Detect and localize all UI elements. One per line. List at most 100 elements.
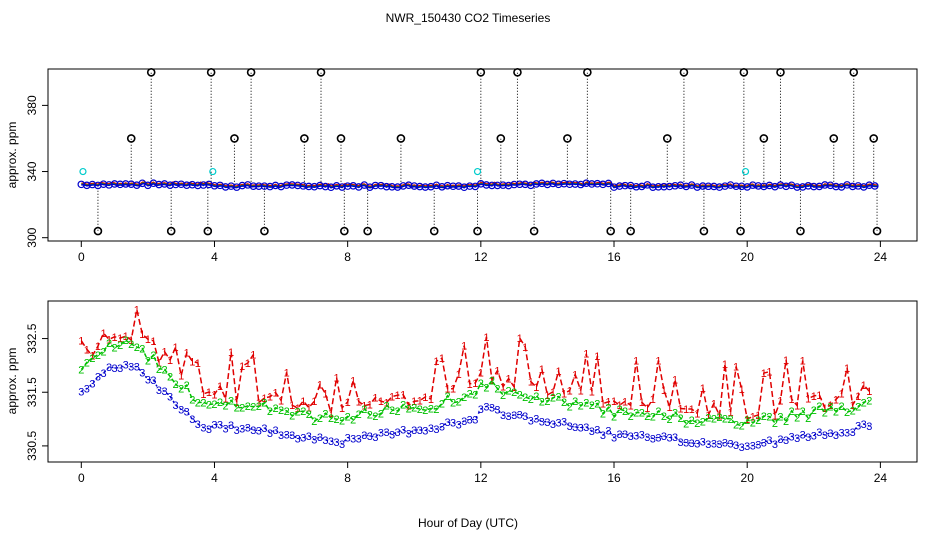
bottom-point-1: 1 [628,400,634,412]
bottom-point-2: 2 [772,418,778,430]
top-flag-point [260,226,269,236]
bottom-point-1: 1 [850,400,856,412]
top-flag-point [496,134,506,143]
bottom-point-3: 3 [500,410,506,422]
bottom-point-3: 3 [406,429,412,441]
bottom-point-1: 1 [406,400,412,412]
bottom-ylabel: approx. ppm [5,348,19,415]
top-main-point [776,181,785,189]
bottom-point-2: 2 [506,386,512,398]
bottom-point-1: 1 [622,396,628,408]
bottom-point-3: 3 [211,420,217,432]
bottom-point-2: 2 [794,412,800,424]
bottom-point-3: 3 [284,430,290,442]
bottom-point-2: 2 [167,371,173,383]
top-main-point [710,182,718,191]
bottom-point-2: 2 [750,417,756,429]
bottom-ytick-label-1: 331.5 [25,377,39,407]
bottom-point-3: 3 [222,423,228,435]
bottom-point-2: 2 [444,391,450,403]
bottom-point-1: 1 [511,382,517,394]
top-main-point [854,182,862,190]
bottom-point-1: 1 [861,380,867,392]
top-flag-point [699,226,709,236]
bottom-point-3: 3 [650,433,656,445]
bottom-point-1: 1 [317,380,323,392]
bottom-point-3: 3 [450,418,456,430]
bottom-point-3: 3 [100,368,106,380]
bottom-point-3: 3 [639,430,645,442]
bottom-point-1: 1 [716,410,722,422]
top-main-point [804,181,813,190]
bottom-point-1: 1 [245,358,251,370]
top-flag-point [739,68,749,77]
bottom-point-1: 1 [528,377,534,389]
top-main-point [293,181,302,190]
bottom-xtick-label-6: 24 [874,471,888,485]
bottom-point-2: 2 [833,406,839,418]
bottom-point-2: 2 [844,407,850,419]
bottom-point-1: 1 [289,400,295,412]
bottom-point-3: 3 [666,433,672,445]
bottom-point-2: 2 [389,405,395,417]
bottom-point-2: 2 [694,418,700,430]
bottom-point-1: 1 [123,331,129,343]
bottom-xtick-label-2: 8 [344,471,351,485]
bottom-point-2: 2 [411,403,417,415]
bottom-point-3: 3 [483,401,489,413]
bottom-point-3: 3 [139,368,145,380]
top-main-point [671,181,679,190]
bottom-point-1: 1 [439,353,445,365]
bottom-point-1: 1 [228,347,234,359]
bottom-point-1: 1 [639,397,645,409]
bottom-point-3: 3 [195,419,201,431]
top-main-point [543,180,552,189]
top-flag-point [203,226,213,236]
bottom-point-3: 3 [567,421,573,433]
bottom-point-1: 1 [367,399,373,411]
bottom-point-1: 1 [633,356,639,368]
bottom-point-1: 1 [594,351,600,363]
bottom-point-1: 1 [78,336,84,348]
bottom-point-3: 3 [750,441,756,453]
top-cyan-point [79,167,87,176]
bottom-point-3: 3 [206,424,212,436]
bottom-point-3: 3 [84,384,90,396]
bottom-point-1: 1 [428,394,434,406]
bottom-point-2: 2 [755,415,761,427]
top-main-point [321,182,330,191]
bottom-point-2: 2 [372,411,378,423]
bottom-point-1: 1 [95,341,101,353]
bottom-point-2: 2 [483,383,489,395]
bottom-point-3: 3 [472,414,478,426]
bottom-point-1: 1 [666,402,672,414]
top-flag-point [246,68,256,77]
bottom-point-3: 3 [456,419,462,431]
bottom-point-1: 1 [211,389,217,401]
top-main-point [299,182,308,190]
bottom-point-3: 3 [150,375,156,387]
bottom-point-3: 3 [633,431,639,443]
bottom-point-3: 3 [411,425,417,437]
bottom-point-2: 2 [422,405,428,417]
bottom-point-1: 1 [128,335,134,347]
bottom-point-1: 1 [222,394,228,406]
bottom-point-3: 3 [95,371,101,383]
bottom-point-2: 2 [417,404,423,416]
bottom-point-1: 1 [506,374,512,386]
bottom-point-3: 3 [417,425,423,437]
bottom-point-2: 2 [206,400,212,412]
top-main-point [243,181,252,189]
bottom-point-3: 3 [328,436,334,448]
bottom-point-3: 3 [683,437,689,449]
top-flag-point [869,134,879,143]
top-main-point [332,181,341,190]
bottom-point-2: 2 [683,418,689,430]
bottom-point-2: 2 [295,407,301,419]
bottom-point-3: 3 [334,437,340,449]
bottom-point-3: 3 [234,425,240,437]
bottom-point-3: 3 [539,416,545,428]
top-main-point [110,180,119,188]
bottom-point-3: 3 [628,431,634,443]
bottom-point-3: 3 [555,417,561,429]
